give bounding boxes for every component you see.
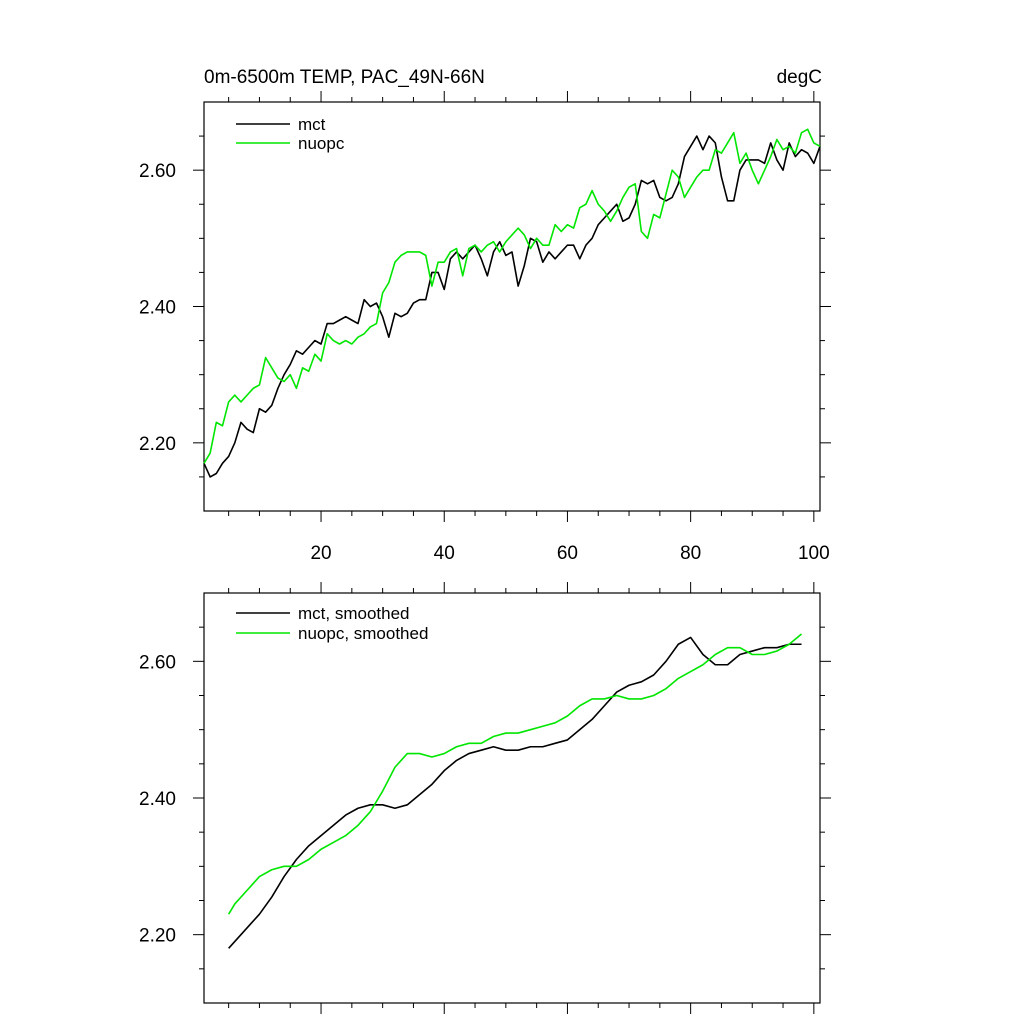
legend-label-mct-smoothed: mct, smoothed xyxy=(298,604,410,623)
top-panel: 0m-6500m TEMP, PAC_49N-66N degC 20 40 60 80… xyxy=(139,67,831,564)
y-tick-label: 2.20 xyxy=(139,434,176,455)
x-tick-label: 60 xyxy=(557,543,578,564)
y-tick-label: 2.40 xyxy=(139,789,176,810)
top-legend: mct nuopc xyxy=(236,115,345,153)
series-line-nuopc xyxy=(203,128,821,464)
x-tick-label: 40 xyxy=(434,543,455,564)
y-tick-label: 2.40 xyxy=(139,298,176,319)
bottom-legend: mct, smoothed nuopc, smoothed xyxy=(236,604,428,643)
x-tick-label: 20 xyxy=(310,543,331,564)
x-tick-label: 80 xyxy=(680,543,701,564)
legend-label-nuopc: nuopc xyxy=(298,134,345,153)
legend-label-mct: mct xyxy=(298,115,326,134)
bottom-panel: 2.20 2.40 2.60 mct, smoothed nuopc, smooth… xyxy=(139,582,831,1014)
series-line-mct-smoothed xyxy=(228,636,802,949)
series-line-nuopc-smoothed xyxy=(227,633,803,915)
y-tick-label: 2.60 xyxy=(139,652,176,673)
panel-units: degC xyxy=(777,67,822,88)
y-tick-label: 2.60 xyxy=(139,161,176,182)
y-tick-label: 2.20 xyxy=(139,926,176,947)
bottom-plot-area: 2.20 2.40 2.60 xyxy=(139,582,831,1014)
legend-label-nuopc-smoothed: nuopc, smoothed xyxy=(298,624,428,643)
series-line-mct xyxy=(203,135,821,478)
top-plot-area: 20 40 60 80 100 2.20 2.40 2.60 xyxy=(139,91,831,564)
x-tick-label: 100 xyxy=(798,543,830,564)
panel-title: 0m-6500m TEMP, PAC_49N-66N xyxy=(204,67,485,88)
